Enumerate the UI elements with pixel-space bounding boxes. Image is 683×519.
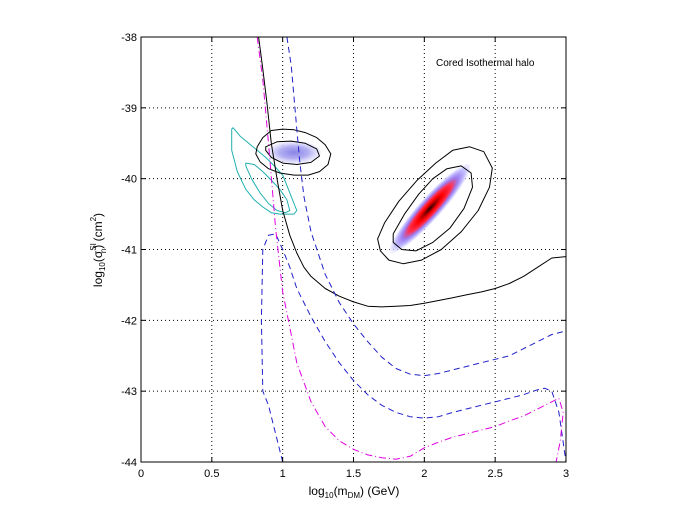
grid-lines xyxy=(141,37,566,462)
likelihood-region-group xyxy=(267,141,321,164)
black-limit-curve xyxy=(258,37,566,308)
black-contour xyxy=(392,165,473,252)
black-contour xyxy=(255,128,332,176)
halo-annotation: Cored Isothermal halo xyxy=(436,58,535,69)
y-tick-label: -41 xyxy=(121,245,137,257)
exclusion-curves xyxy=(256,37,566,462)
magenta-dashdot-curve xyxy=(256,37,564,462)
axis-ticks: 0 0.5 1 1.5 2 2.5 3 -38 -39 -40 -41 -42 -43 -44 xyxy=(121,32,569,480)
y-tick-label: -38 xyxy=(121,32,137,44)
x-tick-label: 1.5 xyxy=(346,468,361,480)
likelihood-region-group xyxy=(389,163,471,254)
x-tick-label: 3 xyxy=(563,468,569,480)
x-tick-label: 2.5 xyxy=(488,468,503,480)
likelihood-region-blue xyxy=(267,141,321,164)
y-tick-label: -42 xyxy=(121,315,137,327)
x-tick-label: 0.5 xyxy=(204,468,219,480)
y-tick-label: -43 xyxy=(121,386,137,398)
x-tick-label: 1 xyxy=(280,468,286,480)
y-tick-label: -40 xyxy=(121,174,137,186)
likelihood-region-red xyxy=(389,163,471,254)
y-axis-label: log10(σSIn) (cm2) xyxy=(89,213,108,287)
blue-dashed-curve xyxy=(260,233,566,462)
likelihood-regions xyxy=(267,141,471,254)
cyan-contour xyxy=(231,127,298,215)
y-tick-label: -44 xyxy=(121,457,137,469)
cyan-contour xyxy=(245,162,291,214)
black-contour xyxy=(377,146,493,265)
x-tick-label: 2 xyxy=(421,468,427,480)
x-tick-label: 0 xyxy=(138,468,144,480)
blue-dashed-curve xyxy=(286,37,566,377)
contour-lines xyxy=(231,127,493,265)
black-contour xyxy=(265,140,320,165)
x-axis-label: log10(mDM) (GeV) xyxy=(309,484,400,500)
y-tick-label: -39 xyxy=(121,103,137,115)
